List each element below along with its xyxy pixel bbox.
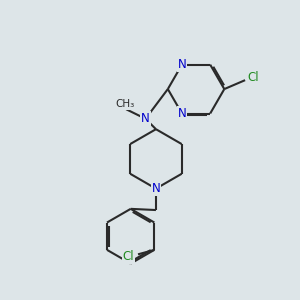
Text: N: N — [141, 112, 150, 125]
Text: Cl: Cl — [248, 71, 259, 84]
Text: CH₃: CH₃ — [115, 99, 134, 109]
Text: Cl: Cl — [123, 250, 134, 263]
Text: N: N — [152, 182, 160, 195]
Text: N: N — [178, 58, 186, 71]
Text: N: N — [178, 107, 186, 120]
